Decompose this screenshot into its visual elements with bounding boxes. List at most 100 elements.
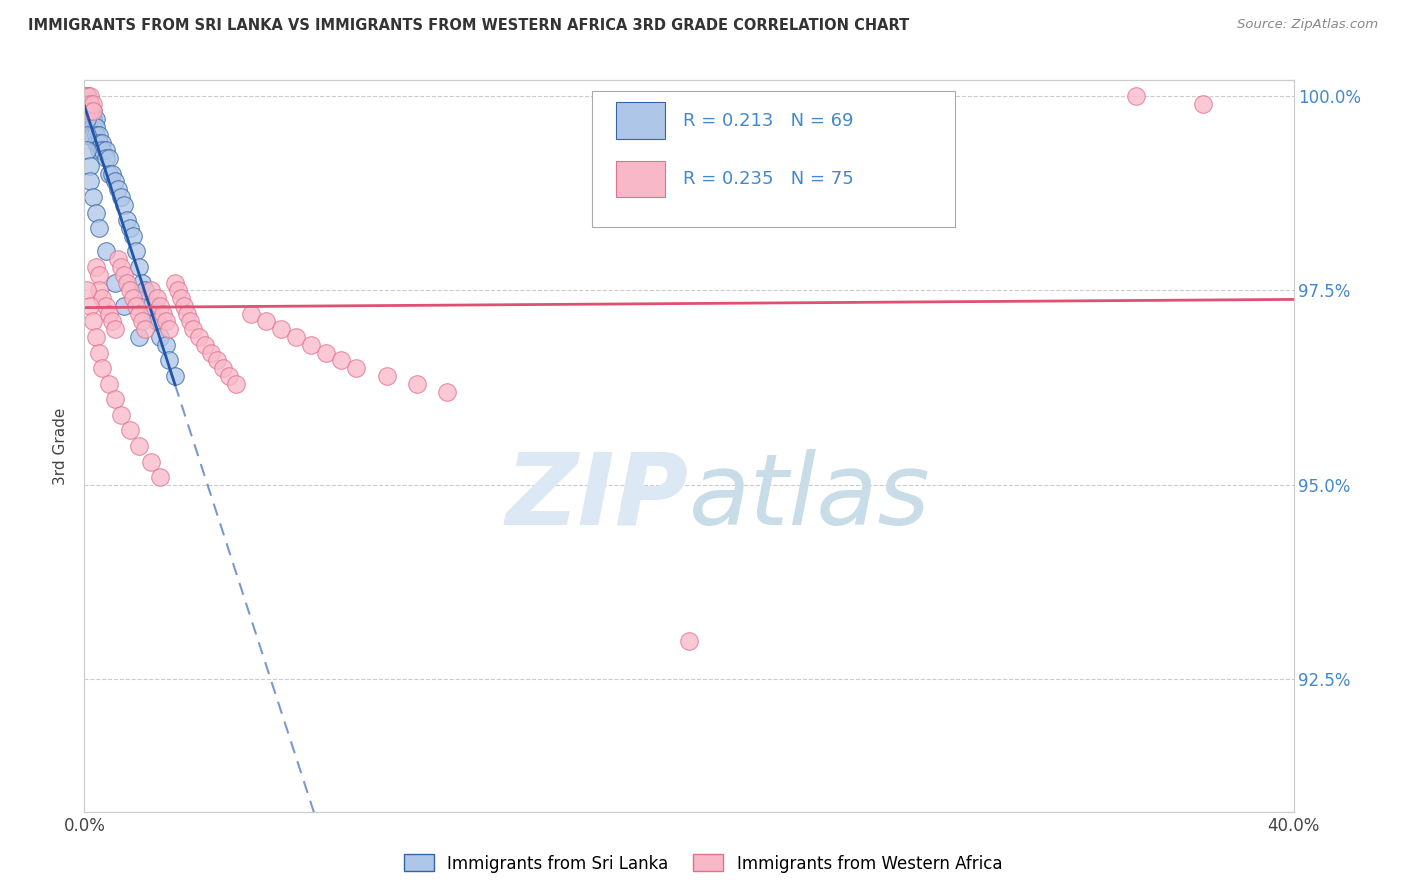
Point (82, 190, 104, 204)
Point (76, 144, 98, 158)
Point (100, 167, 122, 181)
Point (107, 182, 129, 196)
Point (94, 244, 117, 259)
Point (406, 376, 429, 391)
Point (97, 376, 120, 391)
Text: R = 0.235   N = 75: R = 0.235 N = 75 (683, 170, 853, 188)
Point (225, 376, 247, 391)
Point (181, 322, 204, 336)
Point (86, 128, 108, 142)
Point (110, 260, 132, 274)
Point (76, 96, 98, 111)
Point (76, 112, 98, 127)
Point (94, 299, 117, 313)
Point (254, 314, 277, 328)
Point (285, 330, 308, 344)
Point (149, 470, 172, 484)
Point (110, 408, 132, 422)
Point (89, 345, 111, 359)
Point (165, 276, 187, 290)
Point (678, 633, 700, 648)
Point (112, 299, 135, 313)
Point (76, 284, 98, 298)
Point (79, 96, 101, 111)
Point (152, 307, 174, 321)
Point (97, 307, 120, 321)
Point (79, 120, 101, 134)
Point (94, 144, 117, 158)
Point (89, 144, 111, 158)
Point (375, 368, 398, 383)
Point (104, 322, 127, 336)
Point (82, 96, 104, 111)
Point (79, 96, 101, 111)
Point (82, 112, 104, 127)
Point (91, 361, 114, 376)
Point (146, 291, 169, 305)
Point (139, 284, 162, 298)
Point (91, 136, 114, 150)
Point (115, 213, 138, 227)
Point (110, 190, 132, 204)
Point (82, 104, 104, 119)
Point (86, 260, 108, 274)
Point (134, 322, 156, 336)
Text: Source: ZipAtlas.com: Source: ZipAtlas.com (1237, 18, 1378, 31)
Point (155, 338, 177, 352)
Point (131, 276, 153, 290)
Point (436, 384, 458, 399)
Point (157, 353, 180, 368)
Point (76, 128, 98, 142)
Point (89, 128, 111, 142)
Point (100, 314, 122, 328)
Point (76, 104, 98, 119)
Point (82, 104, 104, 119)
Point (76, 88, 98, 103)
Point (97, 167, 120, 181)
Point (112, 268, 135, 282)
Point (1125, 88, 1147, 103)
Point (86, 205, 108, 219)
FancyBboxPatch shape (616, 103, 665, 139)
Point (86, 112, 108, 127)
Point (194, 338, 217, 352)
Point (121, 291, 143, 305)
Point (76, 88, 98, 103)
Point (76, 88, 98, 103)
Point (170, 291, 193, 305)
Point (82, 120, 104, 134)
Point (346, 361, 368, 376)
Point (82, 112, 104, 127)
Point (207, 353, 229, 368)
Y-axis label: 3rd Grade: 3rd Grade (53, 408, 69, 484)
Point (139, 454, 162, 468)
Point (270, 322, 292, 336)
Point (218, 368, 240, 383)
Point (149, 330, 172, 344)
Point (173, 299, 195, 313)
Point (79, 96, 101, 111)
Point (76, 96, 98, 111)
Point (128, 260, 150, 274)
Point (82, 314, 104, 328)
Point (107, 252, 129, 267)
Point (79, 174, 101, 188)
Point (157, 322, 180, 336)
Point (239, 307, 262, 321)
Point (104, 276, 127, 290)
Point (79, 112, 101, 127)
Point (128, 439, 150, 453)
Point (167, 284, 190, 298)
Point (1192, 96, 1215, 111)
Point (128, 330, 150, 344)
Point (131, 314, 153, 328)
Point (188, 330, 211, 344)
Point (79, 104, 101, 119)
Point (134, 284, 156, 298)
Point (86, 120, 108, 134)
Point (76, 88, 98, 103)
Point (115, 276, 138, 290)
Point (82, 120, 104, 134)
Point (104, 392, 127, 407)
Point (86, 330, 108, 344)
